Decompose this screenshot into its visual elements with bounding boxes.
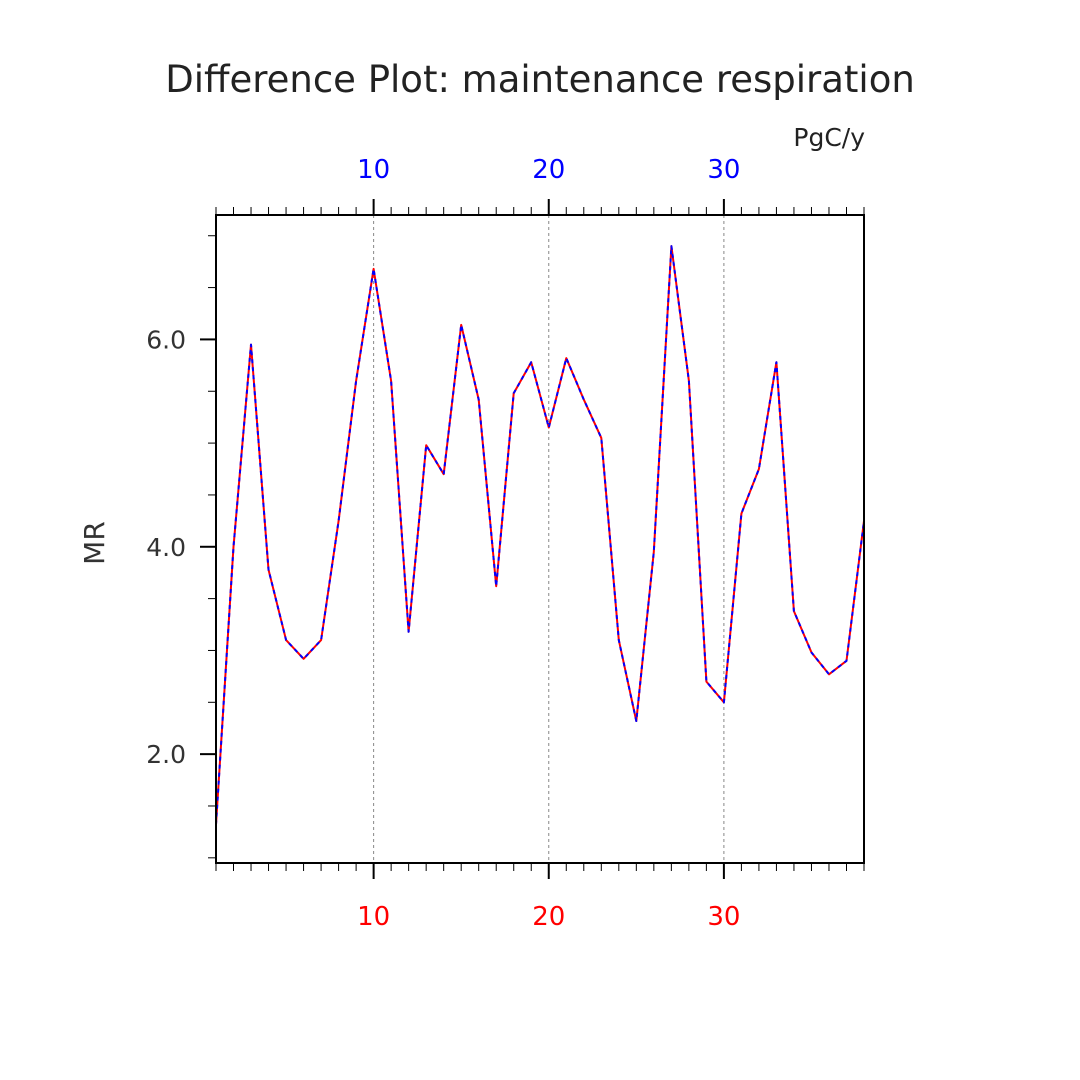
x-tick-label-top: 20 (532, 155, 565, 185)
chart-title: Difference Plot: maintenance respiration (165, 58, 915, 101)
x-tick-label-top: 10 (357, 155, 390, 185)
y-axis-label: MR (78, 521, 111, 565)
x-tick-label-bottom: 30 (707, 902, 740, 932)
gridlines (373, 215, 725, 863)
x-tick-label-bottom: 10 (357, 902, 390, 932)
y-tick-label: 4.0 (146, 533, 186, 562)
series-line-blue (215, 245, 865, 825)
units-label: PgC/y (793, 123, 865, 152)
axis-ticks (200, 199, 865, 879)
series-line-red (215, 245, 865, 825)
data-lines (215, 245, 865, 825)
x-tick-label-top: 30 (707, 155, 740, 185)
x-tick-label-bottom: 20 (532, 902, 565, 932)
plot-frame (215, 214, 865, 864)
tick-labels: 2.0 4.0 6.0 10 20 30 10 20 30 (146, 155, 740, 932)
y-tick-label: 6.0 (146, 325, 186, 354)
y-tick-label: 2.0 (146, 740, 186, 769)
